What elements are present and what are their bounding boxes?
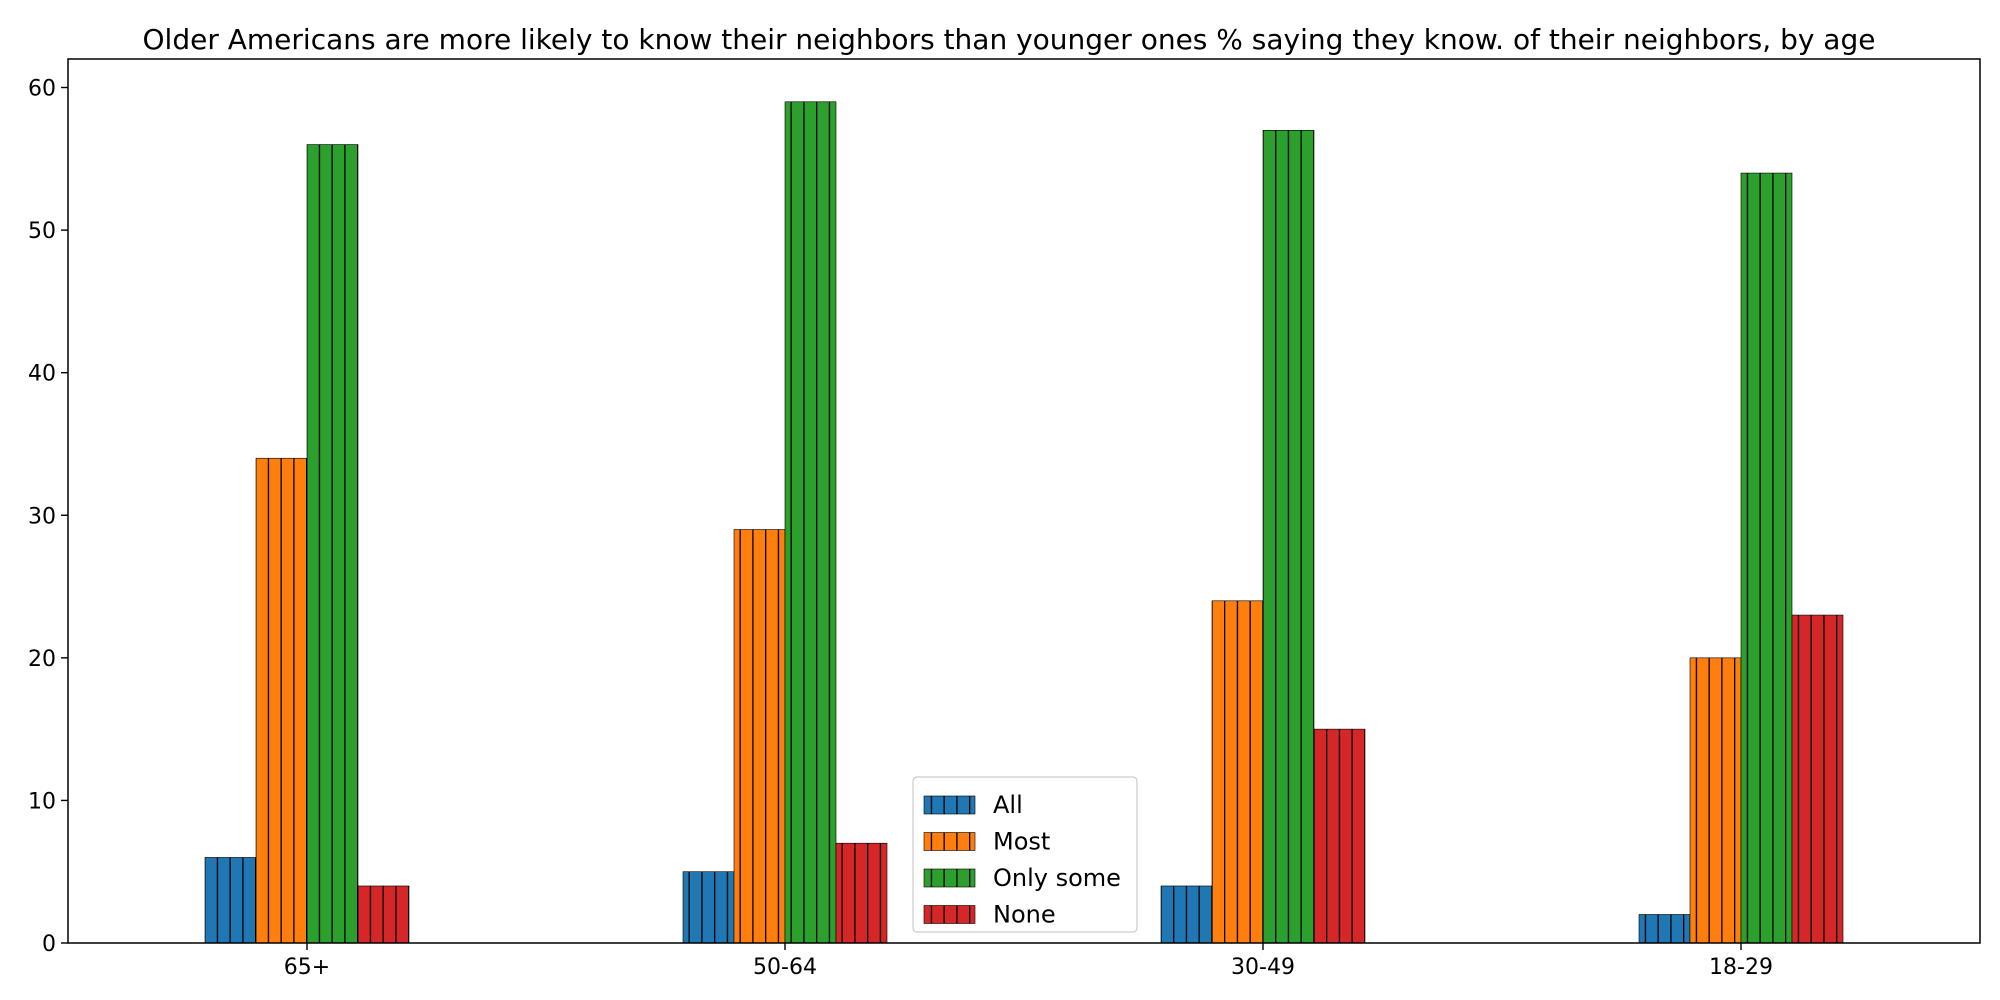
y-tick-label: 30 xyxy=(28,504,56,529)
bar-all-30-49 xyxy=(1160,885,1213,944)
legend: All Most Only some None xyxy=(912,776,1138,933)
bar-all-18-29 xyxy=(1638,914,1691,944)
bar-most-65+ xyxy=(255,457,308,944)
y-tick-label: 40 xyxy=(28,362,56,387)
bars xyxy=(204,101,1844,944)
y-tick-label: 50 xyxy=(28,219,56,244)
legend-label: Only some xyxy=(993,864,1121,892)
bar-most-30-49 xyxy=(1211,600,1264,944)
bar-only-some-18-29 xyxy=(1740,172,1793,944)
legend-swatch-all xyxy=(923,795,976,815)
bar-none-18-29 xyxy=(1791,614,1844,944)
x-tick-label: 30-49 xyxy=(1231,955,1295,980)
bar-all-50-64 xyxy=(682,871,735,944)
x-axis: 65+ 50-64 30-49 18-29 xyxy=(284,943,1773,980)
x-tick-label: 65+ xyxy=(284,955,330,980)
bar-none-30-49 xyxy=(1313,728,1366,944)
chart-title: Older Americans are more likely to know … xyxy=(143,23,1876,56)
bar-most-18-29 xyxy=(1689,657,1742,944)
bar-none-65+ xyxy=(357,885,410,944)
plot-frame xyxy=(67,58,1981,944)
y-tick-label: 20 xyxy=(28,647,56,672)
legend-box xyxy=(912,776,1138,933)
y-axis: 0 10 20 30 40 50 60 xyxy=(28,77,68,957)
y-tick-label: 60 xyxy=(28,77,56,102)
legend-label: All xyxy=(993,791,1023,819)
x-tick-label: 18-29 xyxy=(1709,955,1773,980)
bar-all-65+ xyxy=(204,857,257,944)
bar-only-some-30-49 xyxy=(1262,129,1315,944)
legend-swatch-most xyxy=(923,832,976,851)
bar-only-some-65+ xyxy=(306,144,359,944)
y-tick-label: 10 xyxy=(28,789,56,814)
bar-most-50-64 xyxy=(733,529,786,944)
legend-label: Most xyxy=(993,828,1050,856)
legend-swatch-only-some xyxy=(923,868,976,888)
legend-swatch-none xyxy=(923,905,976,924)
bar-none-50-64 xyxy=(835,842,888,944)
legend-label: None xyxy=(993,901,1056,929)
bar-only-some-50-64 xyxy=(784,101,837,944)
y-tick-label: 0 xyxy=(42,932,56,957)
x-tick-label: 50-64 xyxy=(753,955,817,980)
